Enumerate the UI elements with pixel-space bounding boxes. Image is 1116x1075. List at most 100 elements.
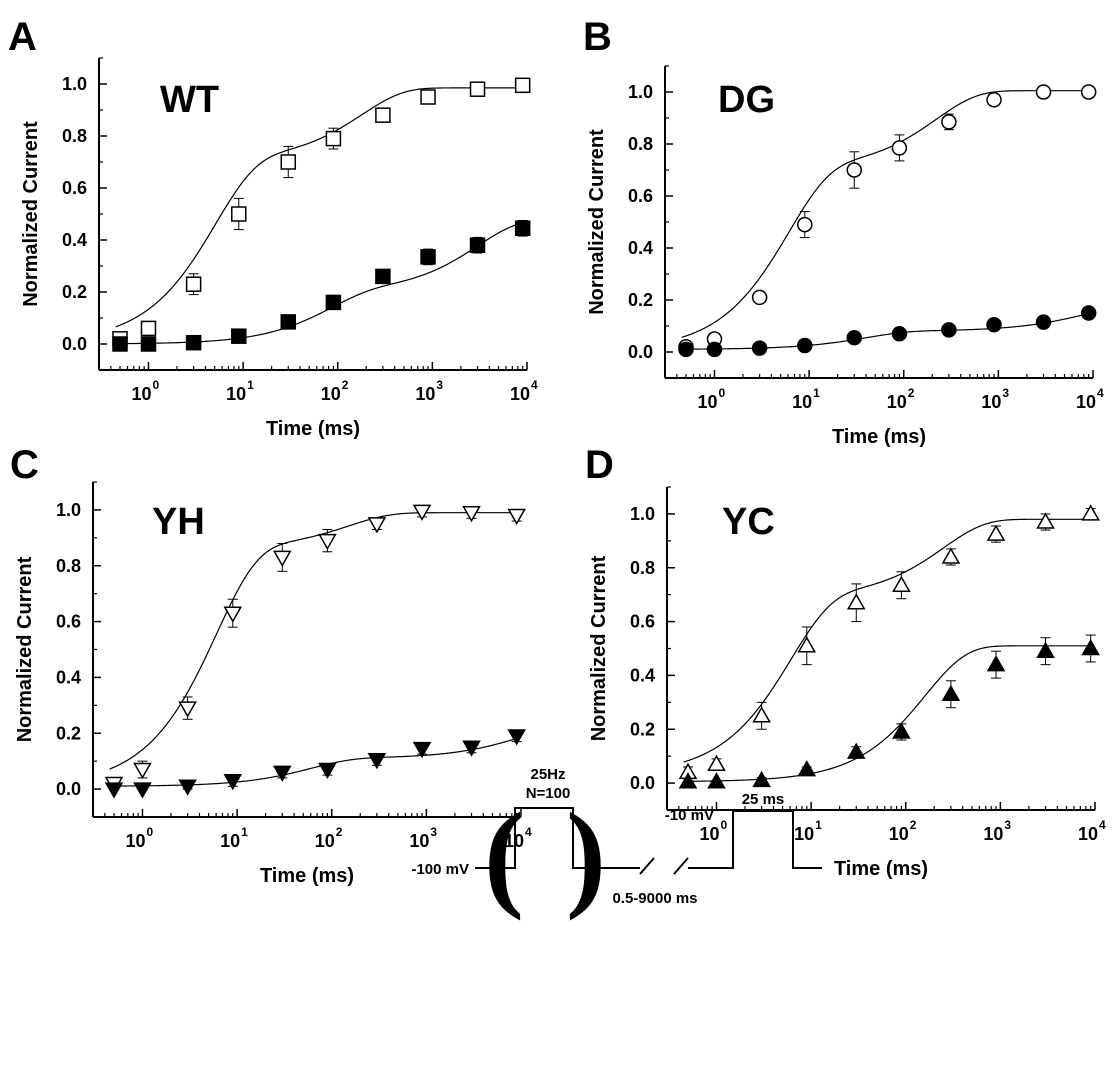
x-tick-label-exponent: 2 (908, 386, 915, 400)
x-tick-label-exponent: 1 (247, 378, 254, 392)
circle-filled-marker (797, 337, 813, 354)
circle-open-marker (891, 140, 908, 156)
square-filled-marker (375, 268, 391, 285)
triangle-up-open-marker (1081, 504, 1100, 521)
x-tick-label-base: 10 (409, 831, 429, 851)
triangle-down-open-marker (318, 533, 337, 551)
y-tick-label: 0.6 (62, 178, 87, 198)
fit-curve (115, 87, 525, 328)
y-tick-label: 0.6 (628, 186, 653, 206)
chart-panel-d: 0.00.20.40.60.81.010 0 10 1 10 2 10 3 10 4DYCTime… (585, 443, 1106, 880)
x-tick-label-exponent: 2 (342, 378, 349, 392)
series-circle-filled (678, 305, 1097, 358)
x-tick-label-exponent: 2 (336, 825, 343, 839)
protocol-right-parenthesis: ) (566, 788, 606, 921)
circle-filled-marker (1035, 314, 1052, 330)
triangle-down-open-marker (223, 606, 243, 623)
series-square-open (112, 77, 531, 347)
x-tick-label-exponent: 0 (718, 386, 725, 400)
circle-filled-marker (706, 341, 723, 358)
y-tick-label: 0.2 (62, 282, 87, 302)
x-tick-label-exponent: 3 (430, 825, 437, 839)
y-tick-label: 0.8 (628, 134, 653, 154)
triangle-down-filled-marker (462, 740, 481, 757)
x-tick-label-base: 10 (510, 384, 530, 404)
x-tick-label-base: 10 (415, 384, 435, 404)
protocol-trace-train (475, 807, 640, 869)
triangle-down-filled-marker (133, 782, 152, 799)
y-tick-label: 1.0 (628, 82, 653, 102)
x-tick-label-exponent: 1 (241, 825, 248, 839)
circle-filled-marker (941, 322, 957, 338)
y-tick-label: 0.0 (628, 342, 653, 362)
chart-panel-c: 0.00.20.40.60.81.010 0 10 1 10 2 10 3 10 4CYHTime… (10, 443, 532, 887)
square-filled-marker (469, 237, 486, 253)
x-tick-label-exponent: 4 (531, 378, 538, 392)
x-tick-label-exponent: 3 (1002, 386, 1009, 400)
circle-filled-marker (986, 316, 1002, 333)
circle-filled-marker (751, 340, 768, 356)
y-tick-label: 0.6 (56, 612, 81, 632)
y-tick-label: 0.2 (630, 719, 655, 739)
panel-label: C (10, 443, 39, 487)
y-tick-label: 0.4 (56, 667, 81, 687)
x-tick-label-base: 10 (889, 824, 909, 844)
triangle-up-filled-marker (752, 770, 771, 788)
x-tick-label-exponent: 1 (815, 818, 822, 832)
y-tick-label: 0.4 (630, 665, 655, 685)
chart-panel-b: 0.00.20.40.60.81.010 0 10 1 10 2 10 3 10 4BDGTime… (583, 15, 1104, 448)
x-tick-label-exponent: 3 (1004, 818, 1011, 832)
stimulation-protocol-diagram: ( ) 25Hz N=100 -100 mV -10 mV 25 ms 0.5-… (411, 766, 822, 921)
panel-title: YC (722, 501, 775, 543)
y-tick-label: 0.2 (628, 290, 653, 310)
protocol-trace-test (688, 810, 822, 869)
x-tick-label-exponent: 0 (720, 818, 727, 832)
triangle-down-filled-marker (223, 773, 243, 791)
square-filled-marker (185, 334, 202, 351)
panel-title: YH (152, 501, 205, 543)
y-tick-label: 1.0 (630, 504, 655, 524)
y-tick-label: 0.4 (62, 230, 87, 250)
triangle-up-filled-marker (846, 742, 866, 759)
panels: 0.00.20.40.60.81.010 0 10 1 10 2 10 3 10 4AWTTime… (8, 15, 1106, 887)
triangle-down-open-marker (272, 550, 292, 567)
triangle-up-filled-marker (941, 684, 961, 702)
circle-open-marker (1080, 84, 1097, 100)
series-square-filled (112, 220, 531, 352)
triangle-up-filled-marker (707, 772, 726, 789)
triangle-down-open-marker (367, 517, 387, 534)
x-tick-label-base: 10 (504, 831, 524, 851)
circle-open-marker (751, 289, 768, 306)
triangle-up-open-marker (846, 593, 866, 610)
y-tick-label: 0.6 (630, 612, 655, 632)
circle-filled-marker (846, 329, 863, 346)
circle-filled-marker (1080, 305, 1097, 321)
x-tick-label-exponent: 2 (910, 818, 917, 832)
fit-curve (683, 645, 1093, 782)
panel-label: B (583, 15, 612, 59)
y-tick-label: 1.0 (56, 500, 81, 520)
triangle-down-filled-marker (412, 741, 432, 759)
series-triangle-up-filled (678, 634, 1100, 789)
y-axis-label: Normalized Current (586, 129, 608, 315)
circle-filled-marker (678, 341, 694, 358)
triangle-up-filled-marker (1081, 638, 1100, 656)
y-tick-label: 1.0 (62, 74, 87, 94)
x-tick-label-base: 10 (794, 824, 814, 844)
y-tick-label: 0.4 (628, 238, 653, 258)
series-triangle-down-filled (104, 729, 526, 799)
triangle-up-filled-marker (678, 772, 698, 789)
x-axis-label: Time (ms) (266, 418, 360, 440)
triangle-up-filled-marker (1036, 641, 1055, 658)
triangle-up-open-marker (1036, 512, 1055, 529)
fit-curve (109, 512, 519, 770)
square-filled-marker (325, 294, 342, 311)
circle-open-marker (941, 114, 957, 130)
y-tick-label: 0.2 (56, 723, 81, 743)
chart-panel-a: 0.00.20.40.60.81.010 0 10 1 10 2 10 3 10 4AWTTime… (8, 15, 538, 440)
square-open-marker (514, 77, 531, 94)
triangle-up-filled-marker (797, 760, 817, 777)
x-tick-label-base: 10 (981, 392, 1001, 412)
y-tick-label: 0.0 (630, 773, 655, 793)
triangle-down-open-marker (133, 762, 152, 780)
